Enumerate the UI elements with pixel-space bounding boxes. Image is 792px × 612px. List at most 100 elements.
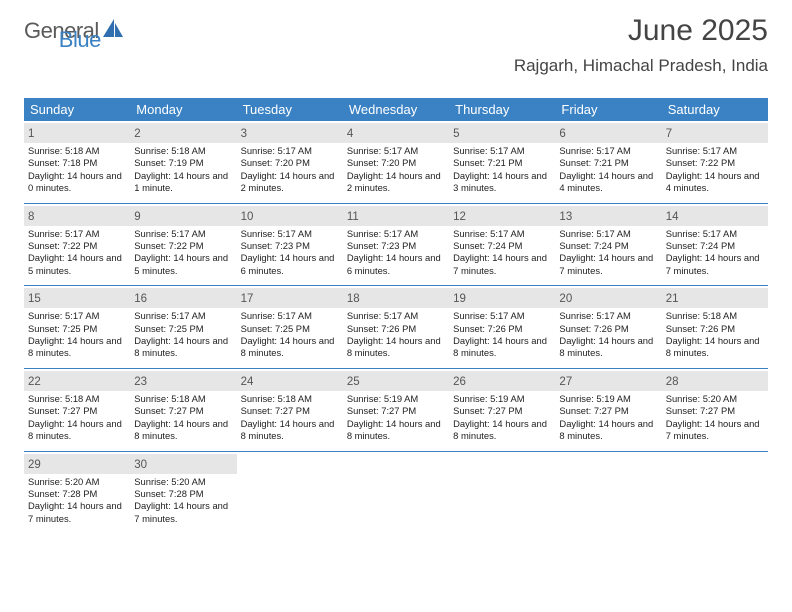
calendar-week-row: 1Sunrise: 5:18 AMSunset: 7:18 PMDaylight… (24, 121, 768, 204)
calendar-cell: 30Sunrise: 5:20 AMSunset: 7:28 PMDayligh… (130, 452, 236, 534)
day-number: 29 (28, 459, 41, 471)
day-number: 17 (241, 293, 254, 305)
sunrise-line: Sunrise: 5:17 AM (666, 228, 764, 240)
day-number-bar: 4 (343, 123, 449, 143)
sunset-line: Sunset: 7:25 PM (241, 323, 339, 335)
sunset-line: Sunset: 7:26 PM (666, 323, 764, 335)
daylight-line: Daylight: 14 hours and 1 minute. (134, 170, 232, 195)
sunset-line: Sunset: 7:27 PM (347, 405, 445, 417)
day-number-bar: 14 (662, 206, 768, 226)
daylight-line: Daylight: 14 hours and 8 minutes. (453, 418, 551, 443)
month-title: June 2025 (514, 14, 768, 48)
dow-friday: Friday (555, 98, 661, 121)
sunset-line: Sunset: 7:28 PM (28, 488, 126, 500)
sunset-line: Sunset: 7:26 PM (347, 323, 445, 335)
day-number: 2 (134, 128, 140, 140)
sunrise-line: Sunrise: 5:17 AM (559, 310, 657, 322)
daylight-line: Daylight: 14 hours and 2 minutes. (241, 170, 339, 195)
sunset-line: Sunset: 7:27 PM (453, 405, 551, 417)
calendar-cell: 11Sunrise: 5:17 AMSunset: 7:23 PMDayligh… (343, 204, 449, 286)
sunrise-line: Sunrise: 5:17 AM (559, 228, 657, 240)
location-subtitle: Rajgarh, Himachal Pradesh, India (514, 56, 768, 76)
sunrise-line: Sunrise: 5:18 AM (134, 393, 232, 405)
day-number: 6 (559, 128, 565, 140)
daylight-line: Daylight: 14 hours and 8 minutes. (134, 335, 232, 360)
day-number: 24 (241, 376, 254, 388)
calendar-cell: 13Sunrise: 5:17 AMSunset: 7:24 PMDayligh… (555, 204, 661, 286)
daylight-line: Daylight: 14 hours and 8 minutes. (28, 418, 126, 443)
day-number: 10 (241, 211, 254, 223)
day-number-bar: 7 (662, 123, 768, 143)
calendar-cell: 28Sunrise: 5:20 AMSunset: 7:27 PMDayligh… (662, 369, 768, 451)
sunset-line: Sunset: 7:18 PM (28, 157, 126, 169)
sunrise-line: Sunrise: 5:19 AM (453, 393, 551, 405)
day-number-bar: 18 (343, 288, 449, 308)
sunset-line: Sunset: 7:21 PM (559, 157, 657, 169)
calendar-cell: 21Sunrise: 5:18 AMSunset: 7:26 PMDayligh… (662, 286, 768, 368)
sunset-line: Sunset: 7:22 PM (134, 240, 232, 252)
calendar-cell: 15Sunrise: 5:17 AMSunset: 7:25 PMDayligh… (24, 286, 130, 368)
day-number: 11 (347, 211, 359, 223)
day-number-bar: 13 (555, 206, 661, 226)
day-number-bar: 3 (237, 123, 343, 143)
calendar-cell: 23Sunrise: 5:18 AMSunset: 7:27 PMDayligh… (130, 369, 236, 451)
day-number: 27 (559, 376, 572, 388)
calendar-cell: 25Sunrise: 5:19 AMSunset: 7:27 PMDayligh… (343, 369, 449, 451)
day-number: 28 (666, 376, 679, 388)
sunset-line: Sunset: 7:27 PM (241, 405, 339, 417)
daylight-line: Daylight: 14 hours and 8 minutes. (453, 335, 551, 360)
daylight-line: Daylight: 14 hours and 4 minutes. (666, 170, 764, 195)
calendar-cell: 26 Sunrise: 5:19 AMSunset: 7:27 PMDayligh… (449, 369, 555, 451)
day-number-bar: 17 (237, 288, 343, 308)
calendar-cell: 7Sunrise: 5:17 AMSunset: 7:22 PMDaylight… (662, 121, 768, 203)
daylight-line: Daylight: 14 hours and 8 minutes. (347, 418, 445, 443)
daylight-line: Daylight: 14 hours and 6 minutes. (347, 252, 445, 277)
brand-logo: General Blue (24, 18, 165, 44)
daylight-line: Daylight: 14 hours and 0 minutes. (28, 170, 126, 195)
sunset-line: Sunset: 7:26 PM (559, 323, 657, 335)
sunrise-line: Sunrise: 5:20 AM (28, 476, 126, 488)
sunset-line: Sunset: 7:20 PM (241, 157, 339, 169)
day-number: 26 (453, 376, 466, 388)
day-number-bar: 27 (555, 371, 661, 391)
calendar-cell (237, 452, 343, 534)
daylight-line: Daylight: 14 hours and 8 minutes. (241, 418, 339, 443)
sunrise-line: Sunrise: 5:18 AM (28, 393, 126, 405)
day-number: 7 (666, 128, 672, 140)
calendar-cell: 6Sunrise: 5:17 AMSunset: 7:21 PMDaylight… (555, 121, 661, 203)
calendar-cell: 4Sunrise: 5:17 AMSunset: 7:20 PMDaylight… (343, 121, 449, 203)
day-number: 22 (28, 376, 41, 388)
daylight-line: Daylight: 14 hours and 8 minutes. (241, 335, 339, 360)
day-number-bar: 28 (662, 371, 768, 391)
day-number-bar: 6 (555, 123, 661, 143)
dow-tuesday: Tuesday (237, 98, 343, 121)
day-number-bar: 29 (24, 454, 130, 474)
sunset-line: Sunset: 7:25 PM (28, 323, 126, 335)
sunrise-line: Sunrise: 5:17 AM (347, 228, 445, 240)
sunset-line: Sunset: 7:24 PM (559, 240, 657, 252)
sunset-line: Sunset: 7:27 PM (28, 405, 126, 417)
day-number-bar: 21 (662, 288, 768, 308)
calendar-week-row: 15Sunrise: 5:17 AMSunset: 7:25 PMDayligh… (24, 286, 768, 369)
dow-sunday: Sunday (24, 98, 130, 121)
sunrise-line: Sunrise: 5:19 AM (347, 393, 445, 405)
sunrise-line: Sunrise: 5:17 AM (134, 310, 232, 322)
day-number-bar: 11 (343, 206, 449, 226)
daylight-line: Daylight: 14 hours and 7 minutes. (666, 252, 764, 277)
sunrise-line: Sunrise: 5:18 AM (241, 393, 339, 405)
calendar-week-row: 29 Sunrise: 5:20 AMSunset: 7:28 PMDayligh… (24, 452, 768, 534)
sunset-line: Sunset: 7:26 PM (453, 323, 551, 335)
day-number: 13 (559, 211, 572, 223)
daylight-line: Daylight: 14 hours and 5 minutes. (28, 252, 126, 277)
header: General Blue June 2025 Rajgarh, Himachal… (0, 0, 792, 88)
title-block: June 2025 Rajgarh, Himachal Pradesh, Ind… (514, 14, 768, 76)
day-number: 16 (134, 293, 147, 305)
calendar-cell: 1Sunrise: 5:18 AMSunset: 7:18 PMDaylight… (24, 121, 130, 203)
sunrise-line: Sunrise: 5:17 AM (28, 228, 126, 240)
sunrise-line: Sunrise: 5:17 AM (453, 145, 551, 157)
sunset-line: Sunset: 7:25 PM (134, 323, 232, 335)
calendar-grid: Sunday Monday Tuesday Wednesday Thursday… (24, 98, 768, 533)
day-number: 9 (134, 211, 140, 223)
sunset-line: Sunset: 7:24 PM (453, 240, 551, 252)
daylight-line: Daylight: 14 hours and 7 minutes. (28, 500, 126, 525)
